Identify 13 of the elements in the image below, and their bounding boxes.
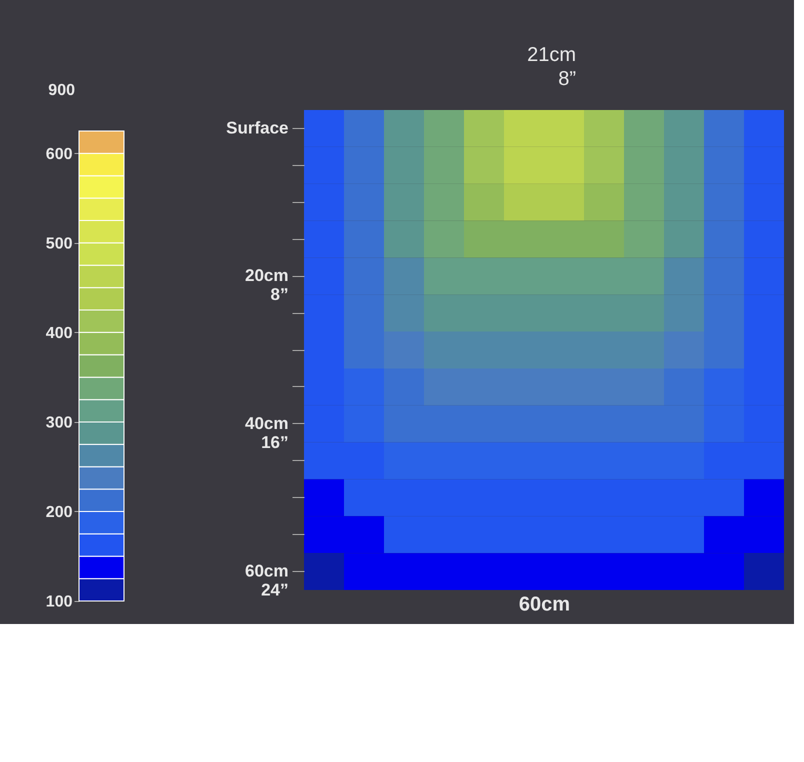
y-tick-label: 60cm 24”: [245, 562, 288, 600]
color-bar-label: 300: [46, 414, 73, 432]
color-bar-label: 100: [46, 594, 73, 610]
text: 21cm 8”: [527, 44, 576, 90]
color-bar-label: 200: [46, 504, 73, 521]
y-tick-label: 20cm 8”: [245, 266, 288, 304]
y-tick-label: Surface: [226, 118, 288, 138]
color-bar-label: 600: [46, 146, 73, 163]
x-axis-title: 60cm: [518, 594, 570, 616]
color-bar-label: 500: [46, 235, 73, 252]
color-bar-label: 400: [46, 324, 73, 342]
y-tick-label: 40cm 16”: [245, 414, 288, 452]
text: 900: [48, 82, 76, 99]
